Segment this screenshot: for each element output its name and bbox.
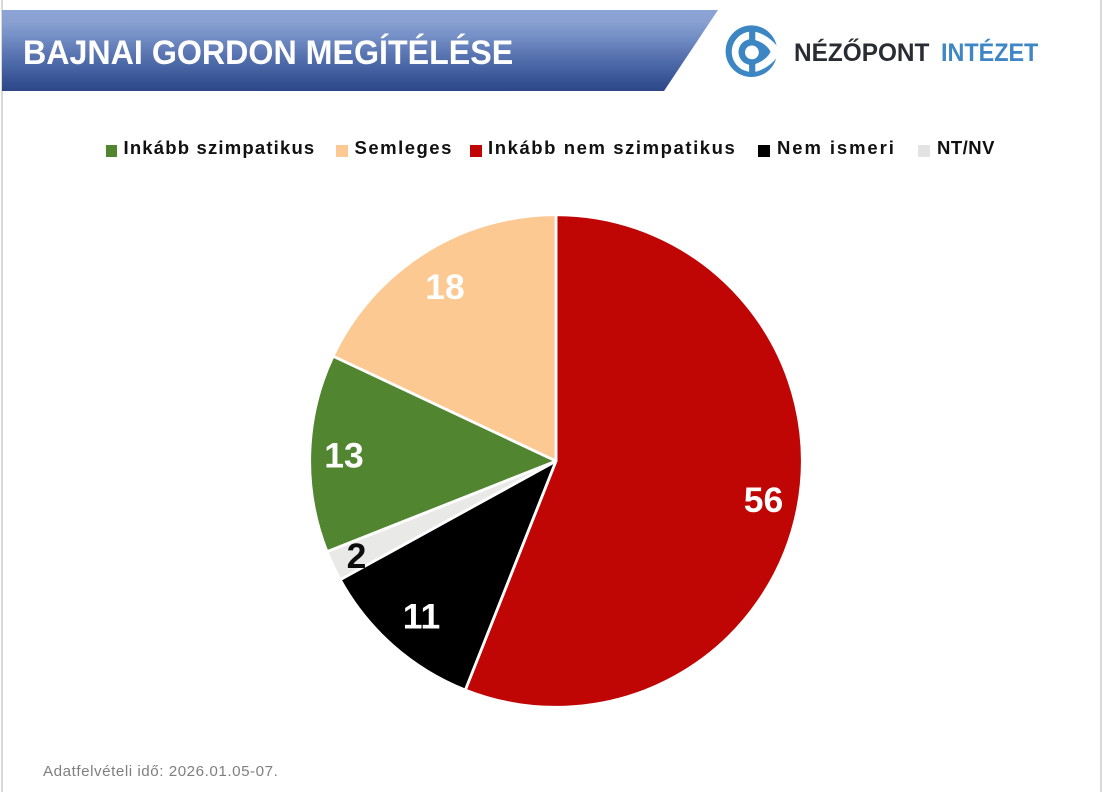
svg-text:18: 18 [425,267,465,307]
svg-text:13: 13 [324,436,364,476]
svg-text:56: 56 [744,480,784,520]
svg-text:2: 2 [347,536,367,576]
svg-text:11: 11 [403,597,441,637]
